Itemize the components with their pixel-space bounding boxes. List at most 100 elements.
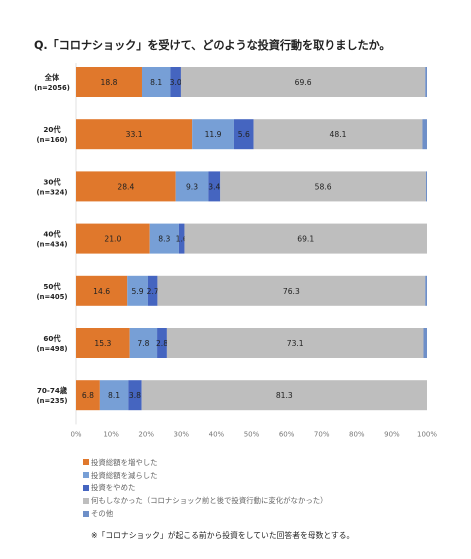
- bar-segment: [141, 380, 427, 411]
- x-tick-label: 60%: [279, 430, 295, 438]
- data-label: 18.8: [101, 78, 118, 87]
- data-label: 69.6: [295, 78, 312, 87]
- data-label: 11.9: [205, 130, 222, 139]
- legend-label: 投資をやめた: [91, 483, 136, 493]
- bar-segment: [157, 328, 167, 358]
- bar-segment: [129, 328, 158, 358]
- bar-segment: [166, 328, 424, 358]
- data-label: 28.4: [117, 182, 134, 191]
- x-tick-label: 20%: [138, 430, 154, 438]
- data-label: 73.1: [287, 339, 304, 348]
- legend-label: その他: [91, 509, 114, 519]
- legend-swatch: [83, 497, 89, 504]
- data-label: 15.3: [94, 339, 111, 348]
- x-tick-label: 30%: [174, 430, 190, 438]
- data-label: 7.8: [137, 339, 149, 348]
- data-label: 48.1: [330, 130, 347, 139]
- data-label: 3.0: [170, 78, 182, 87]
- bar-segment: [149, 223, 179, 254]
- bar-segment: [157, 275, 426, 306]
- data-label: 2.7: [147, 287, 159, 296]
- bar-segment: [220, 171, 426, 202]
- legend-label: 投資総額を減らした: [91, 470, 158, 480]
- x-tick-label: 50%: [244, 430, 260, 438]
- data-label: 8.3: [158, 235, 170, 244]
- bar-segment: [425, 171, 427, 202]
- bar-segment: [170, 67, 181, 97]
- chart-title: Q.「コロナショック」を受けて、どのような投資行動を取りましたか。: [34, 39, 391, 52]
- category-label: 70-74歳: [37, 386, 68, 395]
- data-label: 5.9: [132, 287, 144, 296]
- bar-segment: [423, 328, 427, 358]
- x-tick-label: 80%: [349, 430, 365, 438]
- data-label: 2.8: [156, 339, 168, 348]
- bar-segment: [76, 275, 128, 306]
- data-label: 5.6: [238, 130, 250, 139]
- category-n-label: (n=2056): [34, 84, 70, 92]
- bar-segment: [76, 67, 142, 97]
- data-label: 33.1: [126, 130, 143, 139]
- bar-segment: [422, 119, 427, 150]
- legend-item: 投資をやめた: [83, 482, 328, 495]
- category-n-label: (n=498): [37, 345, 68, 353]
- data-label: 69.1: [297, 235, 314, 244]
- data-label: 6.8: [82, 391, 94, 400]
- legend-swatch: [83, 459, 89, 466]
- category-n-label: (n=434): [37, 241, 68, 249]
- bar-segment: [233, 119, 254, 150]
- data-label: 58.6: [315, 182, 332, 191]
- category-label: 60代: [43, 334, 61, 343]
- bar-segment: [425, 67, 427, 97]
- legend-item: 何もしなかった（コロナショック前と後で投資行動に変化がなかった）: [83, 494, 328, 507]
- bar-segment: [208, 171, 221, 202]
- chart-legend: 投資総額を増やした 投資総額を減らした 投資をやめた何もしなかった（コロナショック前…: [83, 456, 328, 520]
- bar-segment: [76, 380, 100, 411]
- bar-segment: [127, 275, 148, 306]
- x-tick-label: 90%: [384, 430, 400, 438]
- category-n-label: (n=324): [37, 188, 68, 196]
- bar-segment: [128, 380, 142, 411]
- category-n-label: (n=405): [37, 293, 68, 301]
- x-tick-label: 0%: [70, 430, 81, 438]
- category-n-label: (n=160): [37, 136, 68, 144]
- category-label: 20代: [43, 125, 61, 134]
- bar-segment: [192, 119, 234, 150]
- legend-swatch: [83, 472, 89, 479]
- data-label: 3.4: [208, 182, 220, 191]
- bar-segment: [76, 171, 176, 202]
- legend-item: 投資総額を増やした: [83, 456, 328, 469]
- legend-swatch: [83, 510, 89, 517]
- x-tick-label: 100%: [417, 430, 437, 438]
- bar-segment: [141, 67, 171, 97]
- legend-item: その他: [83, 507, 328, 520]
- data-label: 76.3: [283, 287, 300, 296]
- bar-segment: [99, 380, 129, 411]
- category-label: 40代: [43, 230, 61, 239]
- legend-swatch: [83, 484, 89, 491]
- data-label: 3.8: [129, 391, 141, 400]
- legend-label: 何もしなかった（コロナショック前と後で投資行動に変化がなかった）: [91, 496, 328, 506]
- data-label: 21.0: [104, 235, 121, 244]
- bar-segment: [184, 223, 427, 254]
- data-label: 8.1: [150, 78, 162, 87]
- bar-segment: [175, 171, 209, 202]
- x-tick-label: 10%: [103, 430, 119, 438]
- legend-item: 投資総額を減らした: [83, 469, 328, 482]
- bar-segment: [76, 119, 193, 150]
- bar-segment: [76, 328, 130, 358]
- category-label: 30代: [43, 177, 61, 186]
- category-label: 50代: [43, 282, 61, 291]
- footnote: ※「コロナショック」が起こる前から投資をしていた回答者を母数とする。: [91, 531, 355, 540]
- bar-segment: [180, 67, 426, 97]
- bar-segment: [178, 223, 185, 254]
- bar-segment: [253, 119, 423, 150]
- data-label: 8.1: [108, 391, 120, 400]
- data-label: 9.3: [186, 182, 198, 191]
- data-label: 81.3: [276, 391, 293, 400]
- legend-label: 投資総額を増やした: [91, 457, 158, 467]
- bar-segment: [425, 275, 427, 306]
- bar-segment: [76, 223, 150, 254]
- data-label: 14.6: [93, 287, 110, 296]
- bar-segment: [147, 275, 158, 306]
